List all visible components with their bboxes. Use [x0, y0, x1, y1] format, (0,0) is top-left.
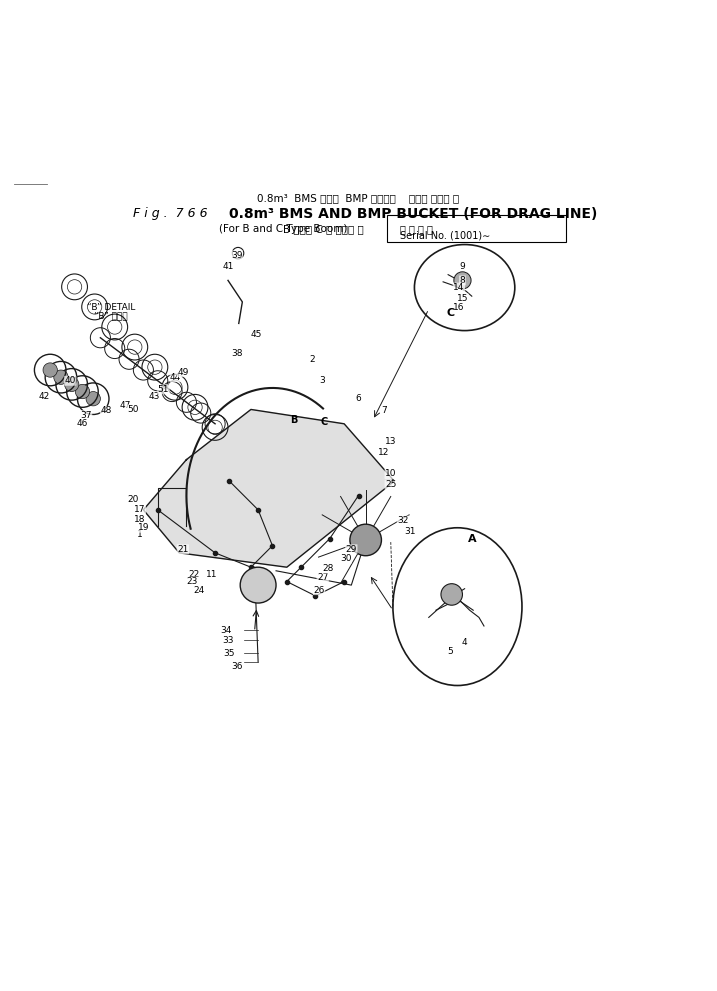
- Text: 14: 14: [453, 283, 465, 292]
- Text: 43: 43: [148, 392, 160, 401]
- Text: 20: 20: [127, 495, 138, 503]
- Text: 48: 48: [100, 406, 112, 415]
- Circle shape: [86, 391, 100, 406]
- Text: 10: 10: [385, 470, 397, 479]
- Circle shape: [54, 370, 68, 385]
- Text: 4: 4: [462, 638, 467, 647]
- Text: 適 用 号 機: 適 用 号 機: [400, 224, 433, 234]
- Text: 32: 32: [397, 516, 409, 525]
- Text: 51: 51: [158, 385, 169, 393]
- Text: 40: 40: [65, 377, 76, 385]
- Text: B および C 形 ブーム 用: B および C 形 ブーム 用: [283, 224, 364, 234]
- Text: 17: 17: [134, 505, 146, 514]
- Text: 8: 8: [460, 275, 465, 284]
- Text: 35: 35: [224, 649, 235, 658]
- Text: 24: 24: [194, 586, 205, 595]
- Text: 39: 39: [231, 251, 242, 260]
- Text: 3: 3: [320, 377, 326, 385]
- Text: 21: 21: [177, 545, 189, 554]
- Text: 45: 45: [251, 330, 262, 339]
- Text: 49: 49: [177, 368, 189, 377]
- Text: 0.8m³ BMS AND BMP BUCKET (FOR DRAG LINE): 0.8m³ BMS AND BMP BUCKET (FOR DRAG LINE): [229, 207, 598, 221]
- Text: 13: 13: [385, 437, 397, 446]
- Text: 25: 25: [385, 481, 397, 490]
- Text: (For B and C Type Boom): (For B and C Type Boom): [219, 224, 347, 234]
- Text: 41: 41: [222, 262, 234, 271]
- Text: 22: 22: [188, 570, 199, 579]
- Text: B: B: [290, 415, 298, 425]
- Circle shape: [441, 584, 462, 606]
- Text: 33: 33: [222, 636, 234, 645]
- Text: “B” DETAIL: “B” DETAIL: [87, 303, 136, 312]
- Text: 28: 28: [323, 564, 334, 573]
- Text: 11: 11: [206, 570, 217, 579]
- Text: A: A: [467, 533, 476, 543]
- Text: C: C: [446, 307, 455, 318]
- Text: 2: 2: [309, 355, 315, 364]
- Text: 5: 5: [447, 646, 453, 656]
- Text: 47: 47: [120, 401, 131, 410]
- Text: 27: 27: [317, 574, 328, 583]
- FancyBboxPatch shape: [387, 215, 566, 243]
- Text: 50: 50: [127, 405, 138, 414]
- Text: 7: 7: [381, 406, 386, 415]
- Text: 44: 44: [170, 373, 181, 382]
- Text: 0.8m³  BMS および  BMP バケット    ドラグ ライン 用: 0.8m³ BMS および BMP バケット ドラグ ライン 用: [257, 193, 460, 203]
- Circle shape: [350, 524, 381, 556]
- Text: 29: 29: [346, 545, 357, 554]
- Circle shape: [65, 378, 79, 391]
- Text: 23: 23: [186, 577, 198, 586]
- Text: 18: 18: [134, 514, 146, 523]
- Text: 15: 15: [457, 293, 468, 303]
- Text: 9: 9: [460, 262, 465, 271]
- Text: 6: 6: [356, 394, 361, 403]
- Text: 36: 36: [231, 662, 242, 671]
- Text: 34: 34: [220, 625, 232, 635]
- Circle shape: [240, 567, 276, 604]
- Text: 37: 37: [80, 410, 92, 420]
- Text: 30: 30: [340, 554, 351, 563]
- Circle shape: [75, 385, 90, 398]
- Text: 12: 12: [378, 448, 389, 457]
- Text: 1: 1: [137, 530, 143, 539]
- Text: 31: 31: [404, 527, 416, 536]
- Text: Serial No. (1001)∼: Serial No. (1001)∼: [400, 231, 490, 241]
- Circle shape: [454, 272, 471, 289]
- Circle shape: [43, 363, 57, 378]
- Text: 19: 19: [138, 523, 149, 532]
- Text: F i g .  7 6 6: F i g . 7 6 6: [133, 207, 207, 220]
- Text: 26: 26: [313, 586, 325, 595]
- Text: “B” 部詳細: “B” 部詳細: [95, 312, 128, 321]
- Text: 16: 16: [453, 303, 465, 312]
- Polygon shape: [143, 409, 394, 567]
- Text: C: C: [320, 417, 328, 427]
- Text: 46: 46: [77, 419, 88, 428]
- Text: 42: 42: [39, 392, 50, 401]
- Text: 38: 38: [231, 349, 242, 358]
